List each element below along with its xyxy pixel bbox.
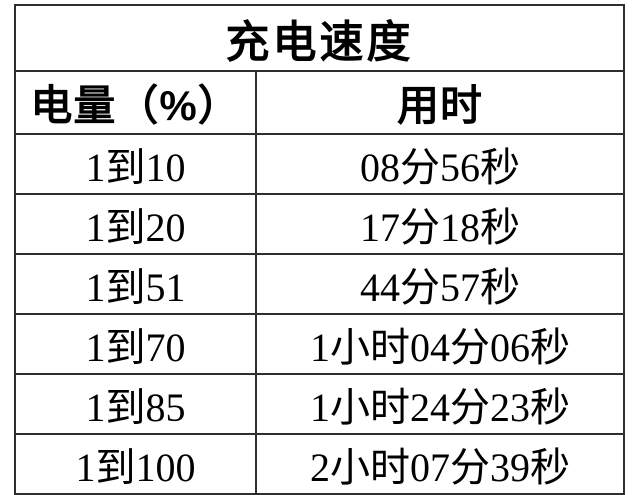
battery-range-cell: 1到70 bbox=[14, 313, 257, 375]
battery-range-cell: 1到51 bbox=[14, 253, 257, 315]
time-cell: 2小时07分39秒 bbox=[255, 433, 625, 495]
table-row: 1到51 44分57秒 bbox=[14, 253, 625, 315]
battery-range-cell: 1到85 bbox=[14, 373, 257, 435]
battery-range-cell: 1到20 bbox=[14, 193, 257, 255]
table-header-row: 电量（%） 用时 bbox=[14, 70, 625, 135]
column-header-battery: 电量（%） bbox=[14, 70, 257, 135]
battery-range-cell: 1到10 bbox=[14, 133, 257, 195]
table-row: 1到85 1小时24分23秒 bbox=[14, 373, 625, 435]
table-title-row: 充电速度 bbox=[14, 4, 625, 72]
table-row: 1到20 17分18秒 bbox=[14, 193, 625, 255]
time-cell: 17分18秒 bbox=[255, 193, 625, 255]
column-header-time: 用时 bbox=[255, 70, 625, 135]
time-cell: 1小时24分23秒 bbox=[255, 373, 625, 435]
table-row: 1到100 2小时07分39秒 bbox=[14, 433, 625, 495]
time-cell: 08分56秒 bbox=[255, 133, 625, 195]
table-title: 充电速度 bbox=[14, 4, 625, 72]
time-cell: 1小时04分06秒 bbox=[255, 313, 625, 375]
time-cell: 44分57秒 bbox=[255, 253, 625, 315]
table-row: 1到70 1小时04分06秒 bbox=[14, 313, 625, 375]
charging-speed-table: 充电速度 电量（%） 用时 1到10 08分56秒 1到20 17分18秒 1到… bbox=[14, 4, 625, 495]
table-row: 1到10 08分56秒 bbox=[14, 133, 625, 195]
battery-range-cell: 1到100 bbox=[14, 433, 257, 495]
